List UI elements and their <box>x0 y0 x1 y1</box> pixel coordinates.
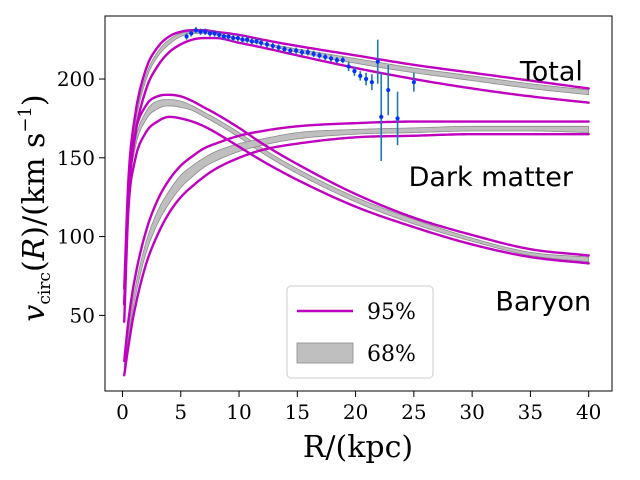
x-tick-label: 20 <box>343 400 368 424</box>
y-tick-label: 50 <box>70 303 95 327</box>
data-point <box>217 32 222 38</box>
data-point <box>245 37 250 42</box>
confidence-95-lines <box>123 28 590 377</box>
data-point <box>231 35 236 41</box>
data-point <box>346 64 351 69</box>
x-tick-label: 40 <box>576 400 601 424</box>
annotation-baryon: Baryon <box>495 287 591 318</box>
y-tick-label: 100 <box>57 225 95 249</box>
y-axis-title: vcirc(R)/(km s−1) <box>15 94 55 321</box>
data-point <box>411 80 416 85</box>
dark-matter-band-68 <box>123 125 590 369</box>
x-tick-label: 35 <box>518 400 543 424</box>
dark-matter-line-95-high <box>123 120 590 363</box>
dark-matter-line-95-low <box>123 132 590 377</box>
x-tick-label: 30 <box>459 400 484 424</box>
data-point <box>235 35 240 41</box>
data-point <box>226 34 231 39</box>
y-axis-ticks: 50 100 150 200 <box>57 67 105 327</box>
plot-frame <box>104 15 613 392</box>
y-axis-title-part: )/(km s <box>17 133 52 238</box>
data-point <box>340 58 345 63</box>
data-point <box>334 58 340 63</box>
x-tick-label: 5 <box>174 400 187 424</box>
data-point <box>369 80 375 85</box>
curve-annotations: Total Dark matter Baryon <box>409 57 592 318</box>
y-axis-title-part: ) <box>17 94 52 106</box>
y-axis-title-part: ( <box>17 260 52 272</box>
data-point <box>212 31 217 36</box>
y-axis-title-part: R <box>17 238 52 262</box>
x-axis-ticks: 0 5 10 15 20 25 30 35 40 <box>116 391 601 424</box>
y-axis-title-part: v <box>17 305 52 322</box>
data-point <box>193 28 199 33</box>
data-point <box>379 114 384 119</box>
data-point <box>363 76 369 82</box>
data-point <box>184 34 189 39</box>
data-point <box>270 43 275 49</box>
annotation-total: Total <box>519 57 583 88</box>
data-point <box>352 69 357 74</box>
data-point <box>282 46 287 52</box>
observed-data-points <box>184 27 416 161</box>
total-line-95-low <box>123 36 590 306</box>
legend-label: 68% <box>367 342 416 367</box>
data-point <box>189 31 194 36</box>
legend: 95% 68% <box>286 285 434 379</box>
data-point <box>254 39 259 44</box>
y-axis-title-part: circ <box>35 272 55 305</box>
data-point <box>305 50 310 55</box>
data-point <box>259 40 264 45</box>
data-point <box>276 45 281 50</box>
x-tick-label: 0 <box>116 400 129 424</box>
total-line-95-high <box>123 28 590 290</box>
x-tick-label: 15 <box>285 400 310 424</box>
data-point <box>221 34 226 39</box>
data-point <box>240 37 245 42</box>
data-point <box>311 51 316 56</box>
data-point <box>323 54 328 60</box>
legend-swatch-68 <box>296 342 354 364</box>
data-point <box>207 31 212 36</box>
data-point <box>203 29 208 34</box>
y-tick-label: 200 <box>57 67 95 91</box>
baryon-line-95-low <box>123 115 590 323</box>
legend-label: 95% <box>367 300 416 325</box>
baryon-line-95-high <box>123 93 590 306</box>
y-axis-title-part: −1 <box>15 106 36 133</box>
data-point <box>249 39 254 44</box>
data-point <box>386 87 391 93</box>
data-point <box>198 29 203 34</box>
data-point <box>395 116 400 121</box>
data-point <box>288 48 293 53</box>
data-point <box>358 73 363 78</box>
data-point <box>264 42 270 47</box>
annotation-dark-matter: Dark matter <box>409 162 574 193</box>
y-tick-label: 150 <box>57 146 95 170</box>
data-point <box>299 50 305 55</box>
x-axis-title: R/(kpc) <box>303 430 413 465</box>
data-point <box>329 56 334 61</box>
data-point <box>317 53 322 58</box>
x-tick-label: 10 <box>226 400 251 424</box>
x-tick-label: 25 <box>401 400 426 424</box>
data-point <box>294 48 299 53</box>
data-point <box>375 59 380 64</box>
